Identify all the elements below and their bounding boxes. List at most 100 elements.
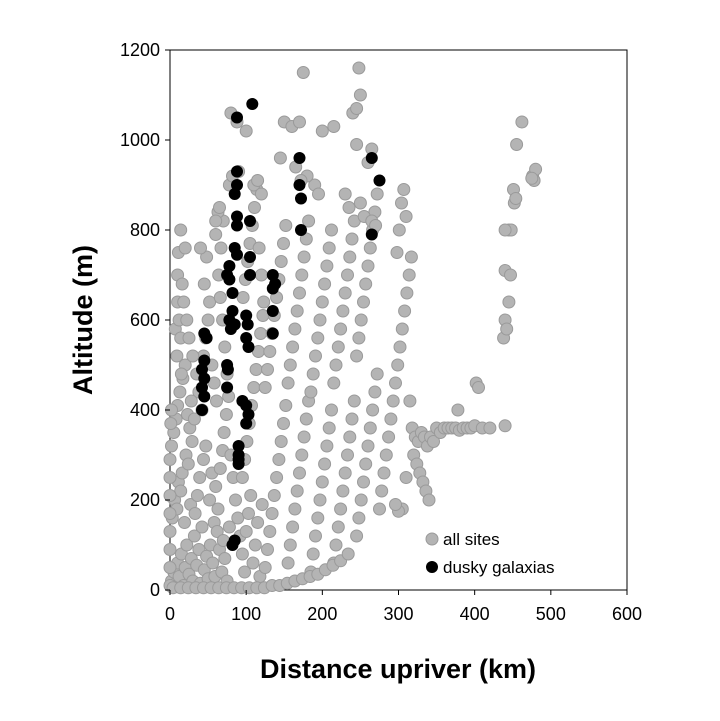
point-all-sites: [525, 171, 539, 185]
point-dusky-galaxias: [266, 305, 279, 317]
legend-label-dusky-galaxias: dusky galaxias: [443, 558, 555, 577]
point-all-sites: [193, 471, 207, 484]
legend: all sites dusky galaxias: [425, 530, 555, 577]
point-all-sites: [274, 255, 288, 268]
legend-marker-dusky-galaxias: [426, 561, 438, 573]
point-all-sites: [180, 313, 194, 327]
point-all-sites: [277, 237, 290, 250]
point-all-sites: [483, 421, 497, 435]
point-all-sites: [174, 223, 188, 237]
point-all-sites: [281, 556, 295, 570]
point-all-sites: [363, 421, 377, 435]
point-all-sites: [252, 241, 266, 255]
point-all-sites: [352, 331, 366, 345]
point-all-sites: [213, 462, 227, 475]
point-all-sites: [178, 241, 192, 255]
point-all-sites: [174, 484, 188, 498]
point-all-sites: [504, 268, 517, 282]
point-all-sites: [347, 394, 361, 408]
point-dusky-galaxias: [295, 224, 307, 236]
point-all-sites: [258, 561, 272, 574]
point-all-sites: [377, 466, 391, 480]
point-dusky-galaxias: [240, 309, 253, 322]
point-all-sites: [352, 61, 366, 75]
point-all-sites: [327, 120, 341, 133]
point-all-sites: [299, 232, 313, 246]
point-all-sites: [350, 529, 364, 543]
point-all-sites: [361, 439, 375, 453]
point-dusky-galaxias: [231, 165, 243, 178]
point-all-sites: [354, 313, 368, 327]
point-all-sites: [395, 196, 408, 210]
point-all-sites: [315, 475, 329, 489]
point-all-sites: [210, 525, 224, 538]
point-all-sites: [357, 295, 370, 309]
point-all-sites: [246, 556, 260, 570]
point-all-sites: [341, 448, 354, 462]
point-all-sites: [306, 547, 320, 561]
point-all-sites: [248, 538, 262, 552]
point-all-sites: [163, 453, 177, 466]
point-dusky-galaxias: [240, 417, 253, 430]
point-dusky-galaxias: [221, 363, 234, 376]
point-all-sites: [195, 520, 209, 534]
point-all-sites: [350, 349, 364, 363]
point-all-sites: [239, 124, 253, 138]
point-all-sites: [210, 394, 223, 408]
point-all-sites: [338, 466, 352, 480]
point-all-sites: [209, 480, 223, 493]
point-all-sites: [359, 457, 373, 471]
y-tick-label: 1000: [120, 130, 160, 150]
point-all-sites: [219, 408, 233, 421]
point-all-sites: [329, 538, 343, 552]
point-all-sites: [190, 489, 204, 502]
point-all-sites: [201, 313, 215, 327]
point-all-sites: [352, 511, 366, 525]
point-all-sites: [343, 250, 357, 264]
point-all-sites: [313, 313, 327, 327]
point-all-sites: [399, 471, 413, 484]
point-dusky-galaxias: [242, 408, 255, 421]
point-dusky-galaxias: [231, 111, 243, 124]
point-dusky-galaxias: [293, 152, 306, 164]
point-all-sites: [363, 241, 377, 255]
point-all-sites: [213, 201, 226, 214]
point-all-sites: [451, 403, 465, 417]
point-dusky-galaxias: [244, 215, 256, 227]
point-all-sites: [299, 412, 313, 426]
point-dusky-galaxias: [198, 354, 211, 367]
point-all-sites: [251, 174, 265, 187]
point-all-sites: [263, 525, 277, 538]
point-all-sites: [203, 493, 217, 507]
point-all-sites: [510, 138, 524, 151]
series-dusky-galaxias: [196, 98, 386, 551]
point-all-sites: [353, 196, 367, 210]
point-all-sites: [163, 471, 177, 484]
point-all-sites: [338, 187, 352, 201]
point-all-sites: [384, 412, 398, 426]
point-all-sites: [206, 556, 220, 570]
point-all-sites: [500, 322, 514, 336]
point-all-sites: [509, 192, 523, 205]
point-all-sites: [399, 210, 413, 223]
point-all-sites: [515, 115, 529, 129]
point-all-sites: [173, 385, 187, 399]
point-all-sites: [389, 376, 402, 390]
point-dusky-galaxias: [232, 458, 245, 470]
point-all-sites: [281, 376, 295, 390]
point-all-sites: [272, 453, 286, 466]
x-tick-label: 400: [460, 604, 490, 624]
point-all-sites: [395, 322, 409, 336]
point-all-sites: [357, 475, 370, 489]
point-all-sites: [502, 295, 516, 309]
point-all-sites: [393, 340, 407, 354]
point-all-sites: [214, 241, 228, 255]
point-all-sites: [236, 291, 250, 304]
point-all-sites: [277, 417, 290, 430]
point-dusky-galaxias: [228, 188, 241, 200]
point-all-sites: [295, 448, 309, 462]
point-dusky-galaxias: [228, 318, 241, 331]
x-tick-label: 200: [307, 604, 337, 624]
point-all-sites: [297, 250, 311, 264]
point-dusky-galaxias: [198, 390, 211, 403]
